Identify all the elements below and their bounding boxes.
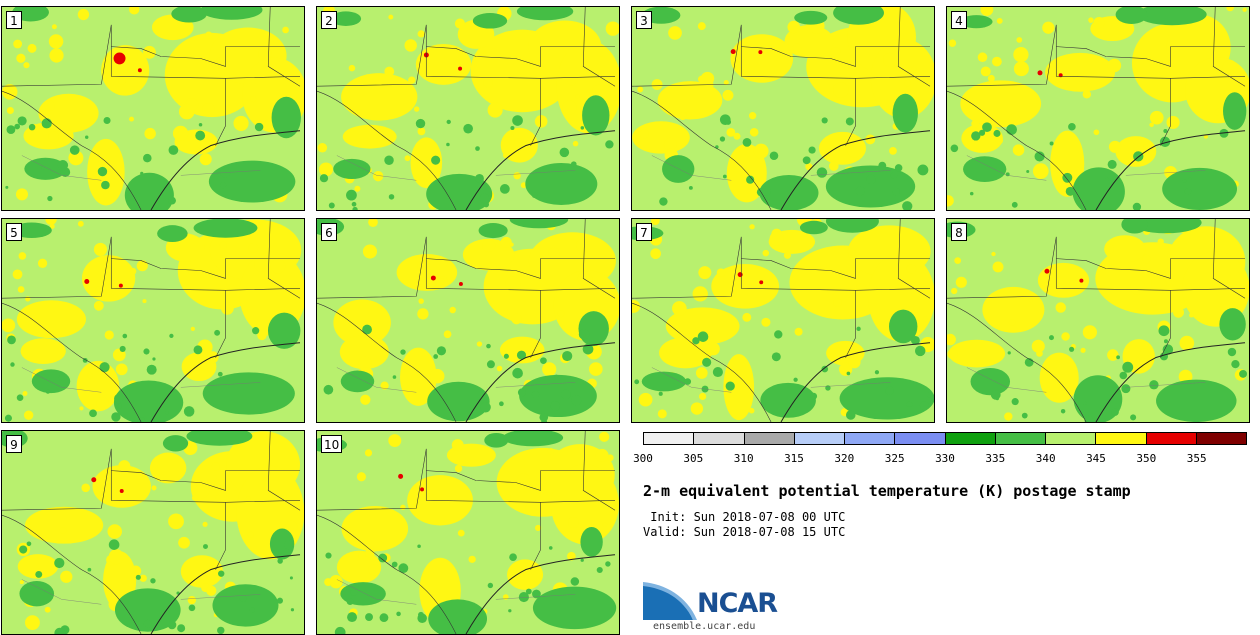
init-time: Init: Sun 2018-07-08 00 UTC: [643, 510, 846, 524]
colorbar-swatch: [794, 433, 845, 444]
map-field: [2, 431, 304, 634]
panel-number: 9: [6, 435, 22, 453]
panel-number: 5: [6, 223, 22, 241]
colorbar-swatch: [1046, 433, 1097, 444]
postage-stamp-panel: 7: [631, 218, 935, 423]
colorbar-tick: 300: [633, 452, 653, 465]
colorbar-tick: 305: [683, 452, 704, 465]
panel-number: 4: [951, 11, 967, 29]
site-url: ensemble.ucar.edu: [653, 621, 756, 632]
map-field: [947, 7, 1249, 210]
colorbar-swatch: [744, 433, 795, 444]
map-field: [317, 7, 619, 210]
postage-stamp-panel: 1: [1, 6, 305, 211]
postage-stamp-panel: 2: [316, 6, 620, 211]
postage-stamp-panel: 4: [946, 6, 1250, 211]
postage-stamp-panel: 10: [316, 430, 620, 635]
colorbar-tick: 320: [834, 452, 855, 465]
map-field: [2, 7, 304, 210]
colorbar-swatch: [1146, 433, 1197, 444]
map-field: [632, 7, 934, 210]
postage-stamp-panel: 6: [316, 218, 620, 423]
colorbar-tick: 335: [985, 452, 1006, 465]
panel-number: 8: [951, 223, 967, 241]
map-field: [632, 219, 934, 422]
colorbar-tick: 310: [733, 452, 754, 465]
colorbar-tick: 340: [1035, 452, 1056, 465]
postage-stamp-panel: 9: [1, 430, 305, 635]
colorbar-tick: 345: [1086, 452, 1106, 465]
colorbar-swatch: [1196, 433, 1246, 444]
valid-time: Valid: Sun 2018-07-08 15 UTC: [643, 525, 846, 539]
postage-stamp-panel: 8: [946, 218, 1250, 423]
colorbar-tick: 330: [935, 452, 955, 465]
ncar-logo-icon: [643, 582, 697, 620]
colorbar-swatch: [1096, 433, 1147, 444]
panel-number: 3: [636, 11, 652, 29]
map-field: [317, 219, 619, 422]
colorbar-tick: 315: [784, 452, 804, 465]
postage-stamp-panel: 5: [1, 218, 305, 423]
colorbar-swatch: [895, 433, 946, 444]
logo-text: NCAR: [697, 588, 778, 619]
colorbar-swatch: [845, 433, 896, 444]
panel-number: 7: [636, 223, 652, 241]
chart-title: 2-m equivalent potential temperature (K)…: [643, 482, 1131, 500]
colorbar-swatch: [644, 433, 695, 444]
colorbar-swatch: [945, 433, 996, 444]
colorbar-tick: 355: [1186, 452, 1207, 465]
colorbar-swatch: [995, 433, 1046, 444]
colorbar-tick: 350: [1136, 452, 1157, 465]
map-field: [947, 219, 1249, 422]
colorbar: [643, 432, 1247, 445]
colorbar-tick: 325: [884, 452, 905, 465]
panel-number: 2: [321, 11, 337, 29]
panel-number: 10: [321, 435, 343, 453]
panel-number: 6: [321, 223, 337, 241]
panel-number: 1: [6, 11, 22, 29]
postage-stamp-panel: 3: [631, 6, 935, 211]
map-field: [317, 431, 619, 634]
map-field: [2, 219, 304, 422]
colorbar-swatch: [694, 433, 745, 444]
